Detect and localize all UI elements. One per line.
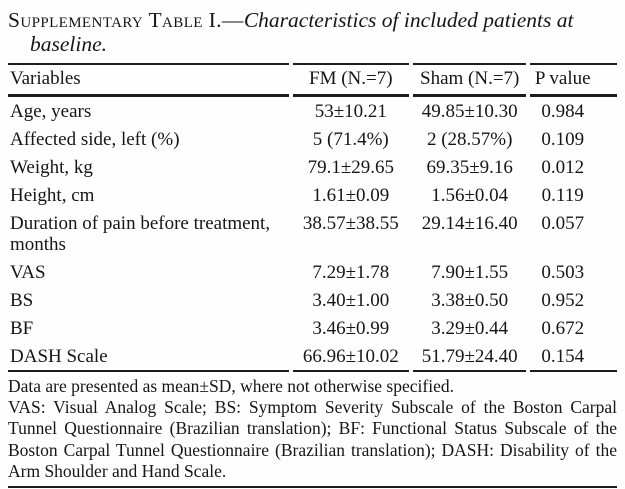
cell-sham-value: 69.35±9.16 xyxy=(426,156,513,178)
cell-p-value: 0.119 xyxy=(541,184,584,206)
cell-fm-value: 5 (71.4%) xyxy=(312,128,389,150)
table-row: DASH Scale 66.96±10.02 51.79±24.40 0.154 xyxy=(8,342,617,372)
cell-sham-value: 3.38±0.50 xyxy=(431,289,509,311)
cell-fm-value: 38.57±38.55 xyxy=(302,212,399,234)
footnote-abbreviations: VAS: Visual Analog Scale; BS: Symptom Se… xyxy=(8,397,617,481)
baseline-characteristics-table: Variables FM (N.=7) Sham (N.=7) P value … xyxy=(4,63,621,372)
table-caption-title: Characteristics of included patients at … xyxy=(30,8,574,56)
cell-variable: Weight, kg xyxy=(10,156,93,178)
header-p-value: P value xyxy=(530,63,617,97)
table-body: Age, years 53±10.21 49.85±10.30 0.984 Af… xyxy=(8,97,617,372)
cell-p-value: 0.057 xyxy=(541,212,585,234)
table-caption: Supplementary Table I.—Characteristics o… xyxy=(8,8,617,56)
header-fm-group: FM (N.=7) xyxy=(292,63,409,97)
cell-sham-value: 1.56±0.04 xyxy=(431,184,509,206)
cell-variable: Height, cm xyxy=(10,184,95,206)
table-row: Height, cm 1.61±0.09 1.56±0.04 0.119 xyxy=(8,181,617,209)
table-header: Variables FM (N.=7) Sham (N.=7) P value xyxy=(8,63,617,97)
cell-p-value: 0.012 xyxy=(541,156,585,178)
cell-fm-value: 3.46±0.99 xyxy=(312,317,390,339)
cell-sham-value: 51.79±24.40 xyxy=(412,342,527,372)
table-row: VAS 7.29±1.78 7.90±1.55 0.503 xyxy=(8,258,617,286)
cell-fm-value: 7.29±1.78 xyxy=(312,261,390,283)
cell-variable: Duration of pain before treatment, month… xyxy=(10,212,271,255)
cell-sham-value: 7.90±1.55 xyxy=(431,261,509,283)
header-sham-group: Sham (N.=7) xyxy=(412,63,527,97)
cell-variable: BS xyxy=(10,289,34,311)
cell-fm-value: 66.96±10.02 xyxy=(292,342,409,372)
cell-variable: VAS xyxy=(10,261,46,283)
cell-p-value: 0.984 xyxy=(541,100,585,122)
table-footnotes: Data are presented as mean±SD, where not… xyxy=(8,376,617,482)
table-caption-label: Supplementary Table I.— xyxy=(8,8,244,32)
footnote-presentation: Data are presented as mean±SD, where not… xyxy=(8,376,454,396)
table-row: BS 3.40±1.00 3.38±0.50 0.952 xyxy=(8,286,617,314)
cell-fm-value: 1.61±0.09 xyxy=(312,184,390,206)
cell-variable: Age, years xyxy=(10,100,92,122)
cell-fm-value: 3.40±1.00 xyxy=(312,289,390,311)
cell-p-value: 0.503 xyxy=(541,261,585,283)
cell-sham-value: 2 (28.57%) xyxy=(426,128,513,150)
cell-p-value: 0.109 xyxy=(541,128,585,150)
cell-sham-value: 29.14±16.40 xyxy=(421,212,518,234)
table-row: Age, years 53±10.21 49.85±10.30 0.984 xyxy=(8,97,617,125)
cell-fm-value: 79.1±29.65 xyxy=(307,156,394,178)
cell-p-value: 0.672 xyxy=(541,317,585,339)
cell-p-value: 0.154 xyxy=(530,342,617,372)
table-row: Weight, kg 79.1±29.65 69.35±9.16 0.012 xyxy=(8,153,617,181)
table-row: BF 3.46±0.99 3.29±0.44 0.672 xyxy=(8,314,617,342)
header-variables: Variables xyxy=(8,63,289,97)
cell-fm-value: 53±10.21 xyxy=(314,100,387,122)
cell-variable: BF xyxy=(10,317,34,339)
table-row: Affected side, left (%) 5 (71.4%) 2 (28.… xyxy=(8,125,617,153)
header-row: Variables FM (N.=7) Sham (N.=7) P value xyxy=(8,63,617,97)
cell-variable: DASH Scale xyxy=(8,342,289,372)
cell-sham-value: 49.85±10.30 xyxy=(421,100,518,122)
cell-sham-value: 3.29±0.44 xyxy=(431,317,509,339)
cell-p-value: 0.952 xyxy=(541,289,585,311)
cell-variable: Affected side, left (%) xyxy=(10,128,180,150)
table-row: Duration of pain before treatment, month… xyxy=(8,209,617,258)
bottom-divider xyxy=(8,486,617,489)
